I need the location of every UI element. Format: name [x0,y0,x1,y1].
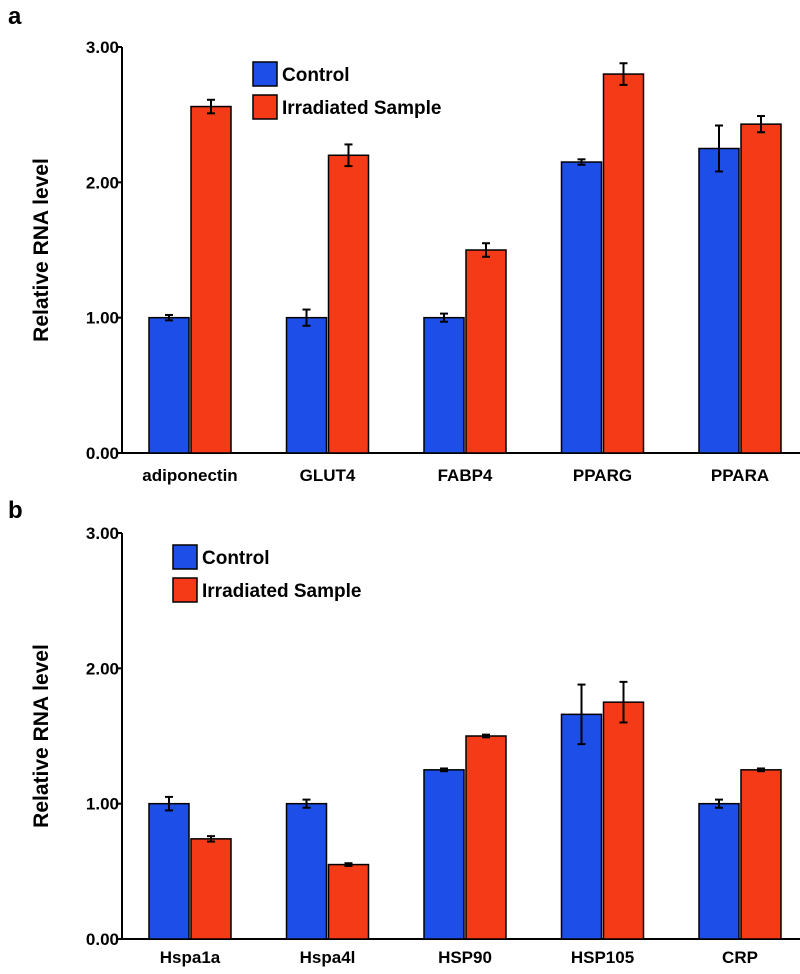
chart-panel-b: b 0.00 1.00 2.00 3.00 Relative RNA level Hspa1… [8,497,800,967]
legend-label-irradiated: Irradiated Sample [282,98,441,119]
y-tick-label: 1.00 [86,309,119,328]
category-label: Hspa1a [160,948,221,967]
bar-control-adiponectin [148,316,190,454]
category-label: FABP4 [438,466,493,485]
bar-control-hsp105 [560,713,603,940]
y-tick-label: 2.00 [86,659,119,678]
bar-control-fabp4 [423,316,465,454]
category-label: HSP105 [571,948,634,967]
legend-swatch-control [172,544,198,570]
bar-irradiated-hspa4l [327,863,370,940]
bar-irradiated-hsp90 [465,735,507,940]
legend-swatch-control [252,61,278,87]
chart-panel-a: a 0.00 1.00 2.00 3.00 Relative RNA level adipo… [8,3,800,485]
category-label: HSP90 [438,948,492,967]
legend-label-irradiated: Irradiated Sample [202,581,361,602]
panel-label: b [8,497,23,524]
bar-irradiated-hsp105 [602,701,645,940]
bar-irradiated-crp [740,769,782,940]
bar-control-hspa1a [148,802,190,940]
category-label: adiponectin [142,466,237,485]
bar-irradiated-adiponectin [190,105,232,454]
legend-swatch-irradiated [252,94,278,120]
y-tick-label: 1.00 [86,795,119,814]
bar-irradiated-hspa1a [190,838,232,940]
bar-control-crp [698,802,740,940]
bar-control-hsp90 [423,769,465,940]
y-axis-title: Relative RNA level [30,158,53,342]
bar-irradiated-fabp4 [465,249,507,454]
category-label: Hspa4l [300,948,356,967]
legend-label-control: Control [202,548,270,569]
category-label: PPARA [711,466,769,485]
y-tick-label: 3.00 [86,524,119,543]
y-axis-title: Relative RNA level [30,644,53,828]
bar-control-pparg [560,161,603,454]
y-tick-label: 3.00 [86,38,119,57]
category-label: PPARG [573,466,632,485]
category-label: GLUT4 [300,466,356,485]
bar-control-glut4 [285,316,328,454]
legend-label-control: Control [282,65,350,86]
category-label: CRP [722,948,758,967]
legend-swatch-irradiated [172,577,198,603]
bar-control-hspa4l [285,802,328,940]
bar-irradiated-glut4 [327,154,370,454]
y-tick-label: 2.00 [86,173,119,192]
y-tick-label: 0.00 [86,444,119,463]
panel-label: a [8,3,22,30]
bar-irradiated-ppara [740,123,782,454]
bar-control-ppara [698,147,740,454]
y-tick-label: 0.00 [86,930,119,949]
bar-irradiated-pparg [602,73,645,454]
